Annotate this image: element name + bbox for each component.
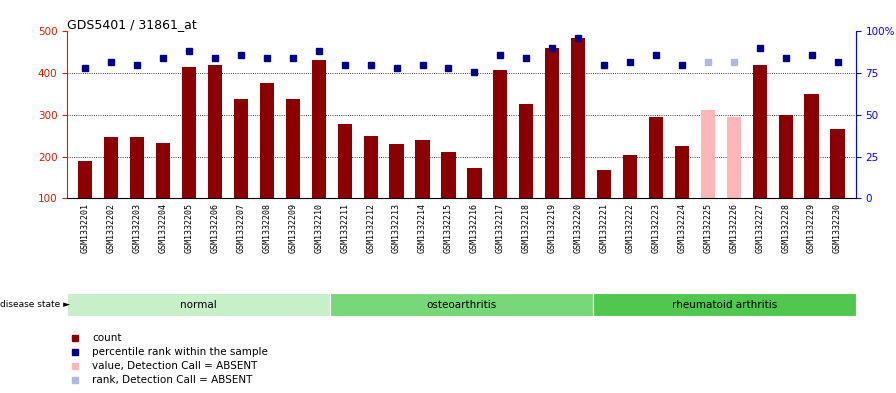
Text: GSM1332205: GSM1332205 [185,203,194,253]
Text: GSM1332230: GSM1332230 [833,203,842,253]
Bar [468,168,481,198]
Text: GSM1332210: GSM1332210 [314,203,323,253]
Text: GSM1332215: GSM1332215 [444,203,453,253]
Text: normal: normal [180,299,217,310]
Text: GSM1332206: GSM1332206 [211,203,220,253]
Text: GSM1332222: GSM1332222 [625,203,634,253]
Bar [338,124,352,198]
Text: GSM1332202: GSM1332202 [107,203,116,253]
Bar [416,140,430,198]
Text: GSM1332201: GSM1332201 [81,203,90,253]
Text: GSM1332229: GSM1332229 [807,203,816,253]
Text: GSM1332219: GSM1332219 [547,203,556,253]
Bar [649,118,663,198]
Text: count: count [92,333,122,343]
Text: GSM1332220: GSM1332220 [573,203,582,253]
Bar [156,143,170,198]
Text: disease state ►: disease state ► [0,300,70,309]
Text: GSM1332211: GSM1332211 [340,203,349,253]
Bar [130,137,144,198]
Text: rheumatoid arthritis: rheumatoid arthritis [672,299,777,310]
Bar [727,117,741,198]
Bar [234,99,248,198]
Bar [805,94,819,198]
Text: GSM1332216: GSM1332216 [470,203,478,253]
Text: GSM1332225: GSM1332225 [703,203,712,253]
Text: GSM1332209: GSM1332209 [289,203,297,253]
Text: GSM1332217: GSM1332217 [495,203,504,253]
Bar [364,136,378,198]
Text: rank, Detection Call = ABSENT: rank, Detection Call = ABSENT [92,375,253,385]
Bar [753,65,767,198]
Text: GSM1332208: GSM1332208 [263,203,271,253]
Bar [519,104,533,198]
Text: osteoarthritis: osteoarthritis [426,299,496,310]
Text: GSM1332213: GSM1332213 [392,203,401,253]
Text: GSM1332218: GSM1332218 [521,203,530,253]
Bar [78,161,92,198]
Bar [623,155,637,198]
Bar [330,293,593,316]
Text: GSM1332212: GSM1332212 [366,203,375,253]
Bar [260,83,274,198]
Text: GDS5401 / 31861_at: GDS5401 / 31861_at [67,18,197,31]
Text: value, Detection Call = ABSENT: value, Detection Call = ABSENT [92,361,258,371]
Text: GSM1332224: GSM1332224 [677,203,686,253]
Bar [701,110,715,198]
Text: GSM1332226: GSM1332226 [729,203,738,253]
Bar [593,293,856,316]
Text: GSM1332227: GSM1332227 [755,203,764,253]
Text: GSM1332207: GSM1332207 [237,203,246,253]
Bar [493,70,507,198]
Bar [208,65,222,198]
Text: percentile rank within the sample: percentile rank within the sample [92,347,268,357]
Text: GSM1332221: GSM1332221 [599,203,608,253]
Bar [286,99,300,198]
Text: GSM1332204: GSM1332204 [159,203,168,253]
Bar [442,152,455,198]
Bar [104,137,118,198]
Bar [779,115,793,198]
Text: GSM1332214: GSM1332214 [418,203,427,253]
Bar [597,170,611,198]
Bar [571,38,585,198]
Text: GSM1332203: GSM1332203 [133,203,142,253]
Bar [182,66,196,198]
Bar [545,48,559,198]
Bar [67,293,330,316]
Text: GSM1332223: GSM1332223 [651,203,660,253]
Bar [675,146,689,198]
Text: GSM1332228: GSM1332228 [781,203,790,253]
Bar [831,129,845,198]
Bar [390,144,404,198]
Bar [312,60,326,198]
